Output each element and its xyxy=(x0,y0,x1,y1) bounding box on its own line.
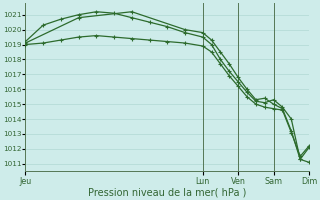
X-axis label: Pression niveau de la mer( hPa ): Pression niveau de la mer( hPa ) xyxy=(88,187,246,197)
